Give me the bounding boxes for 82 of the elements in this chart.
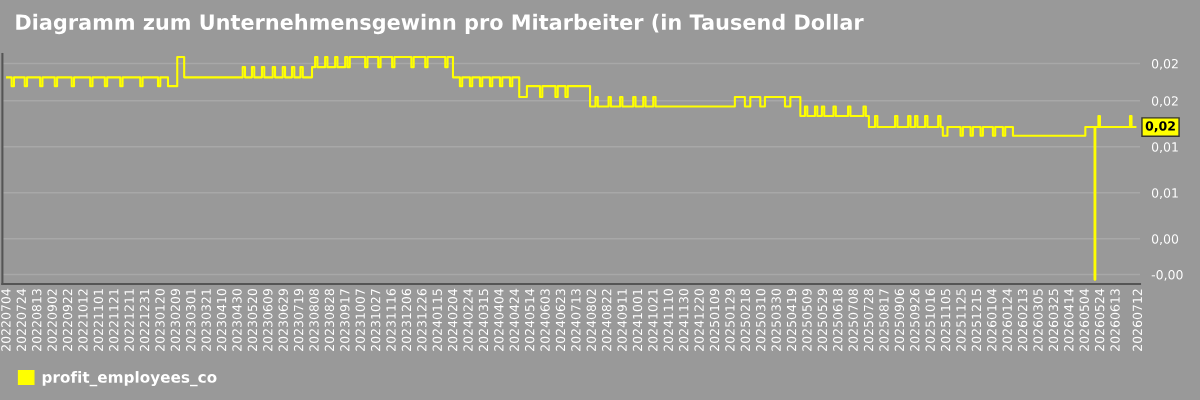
x-tick-label: 20260613 — [1110, 289, 1120, 351]
x-tick-label: 20250906 — [894, 288, 905, 351]
x-tick-label: 20230301 — [186, 289, 196, 351]
x-tick-label: 20221101 — [93, 289, 104, 351]
x-tick-label: 20240802 — [586, 289, 597, 351]
x-tick-label: 20240514 — [524, 288, 535, 351]
x-tick-label: 20230209 — [170, 289, 181, 351]
x-tick-label: 20260213 — [1017, 289, 1028, 351]
x-tick-label: 20221211 — [124, 289, 134, 351]
x-tick-label: 20230808 — [309, 289, 319, 351]
x-tick-label: 20231206 — [401, 288, 412, 351]
x-tick-label: 20260414 — [1064, 288, 1074, 351]
x-tick-label: 20240315 — [478, 289, 489, 351]
x-tick-label: 20240204 — [447, 288, 458, 351]
x-tick-label: 20250310 — [756, 289, 766, 351]
x-tick-label: 20221121 — [109, 289, 119, 351]
x-tick-label: 20240623 — [555, 289, 566, 351]
x-tick-label: 20241021 — [648, 289, 658, 351]
x-tick-label: 20240822 — [601, 289, 612, 351]
x-tick-label: 20250330 — [771, 289, 781, 351]
x-tick-label: 20241001 — [632, 289, 643, 351]
x-tick-label: 20230719 — [293, 289, 304, 351]
x-tick-label: 20260124 — [1002, 288, 1012, 351]
x-tick-label: 20221231 — [139, 289, 150, 351]
x-tick-label: 20231116 — [386, 288, 396, 351]
x-tick-label: 20230430 — [232, 289, 242, 351]
x-tick-label: 20250817 — [879, 289, 889, 351]
x-tick-label: 20241130 — [678, 289, 689, 351]
x-tick-label: 20230321 — [201, 289, 211, 351]
x-tick-label: 20220922 — [62, 289, 73, 351]
x-tick-label: 20240911 — [617, 289, 627, 351]
legend-label: profit_employees_co — [42, 371, 217, 387]
x-tick-label: 20230917 — [340, 289, 350, 351]
x-tick-label: 20250218 — [740, 289, 751, 351]
x-tick-label: 20240713 — [571, 289, 581, 351]
x-tick-label: 20231007 — [355, 289, 365, 351]
y-tick-label: 0,00 — [1151, 234, 1179, 245]
x-tick-label: 20231027 — [370, 289, 381, 351]
x-tick-label: 20230629 — [278, 289, 288, 351]
y-tick-label: 0,01 — [1151, 142, 1178, 153]
x-tick-label: 20221012 — [78, 289, 88, 351]
x-tick-label: 20230520 — [247, 289, 258, 351]
x-tick-label: 20251016 — [925, 288, 935, 351]
x-tick-label: 20230410 — [216, 289, 227, 351]
x-tick-label: 20240404 — [494, 288, 504, 351]
x-tick-label: 20241110 — [663, 289, 674, 351]
x-tick-label: 20250419 — [786, 289, 797, 351]
x-tick-label: 20250708 — [848, 289, 858, 351]
x-tick-label: 20260305 — [1033, 289, 1043, 351]
x-tick-label: 20250129 — [725, 289, 735, 351]
x-tick-label: 20250109 — [709, 289, 720, 351]
x-tick-label: 20250728 — [863, 289, 874, 351]
y-tick-label: 0,02 — [1151, 58, 1178, 70]
x-tick-label: 20251105 — [940, 289, 951, 351]
x-tick-label: 20241220 — [694, 289, 704, 351]
x-tick-label: 20240603 — [540, 289, 550, 351]
x-tick-label: 20260712 — [1132, 289, 1143, 351]
y-tick-label: 0,02 — [1151, 96, 1178, 107]
x-tick-label: 20251215 — [971, 289, 982, 351]
x-tick-label: 20251125 — [956, 289, 966, 351]
x-tick-label: 20250529 — [817, 289, 828, 351]
x-tick-label: 20250509 — [802, 289, 812, 351]
y-tick-label: 0,01 — [1151, 188, 1178, 199]
x-tick-label: 20231226 — [417, 288, 427, 351]
x-tick-label: 20230828 — [324, 289, 335, 351]
x-tick-label: 20260504 — [1079, 288, 1089, 351]
x-tick-label: 20240224 — [463, 288, 473, 351]
x-tick-label: 20260325 — [1048, 289, 1059, 351]
x-tick-label: 20250926 — [910, 288, 920, 351]
x-tick-label: 20220813 — [32, 289, 42, 351]
x-tick-label: 20250618 — [833, 289, 843, 351]
x-tick-label: 20230120 — [155, 289, 165, 351]
x-tick-label: 20260524 — [1094, 288, 1105, 351]
x-tick-label: 20220902 — [47, 289, 57, 351]
x-tick-label: 20240115 — [432, 289, 442, 351]
y-tick-label: -0,00 — [1151, 269, 1183, 281]
x-tick-label: 20260104 — [987, 288, 997, 351]
chart-title: Diagramm zum Unternehmensgewinn pro Mitarbeiter (in Tausend Dollar — [16, 13, 864, 35]
x-tick-label: 20230609 — [263, 289, 273, 351]
x-tick-label: 20220704 — [1, 288, 11, 351]
x-tick-label: 20220724 — [16, 288, 27, 351]
x-tick-label: 20240424 — [509, 288, 519, 351]
